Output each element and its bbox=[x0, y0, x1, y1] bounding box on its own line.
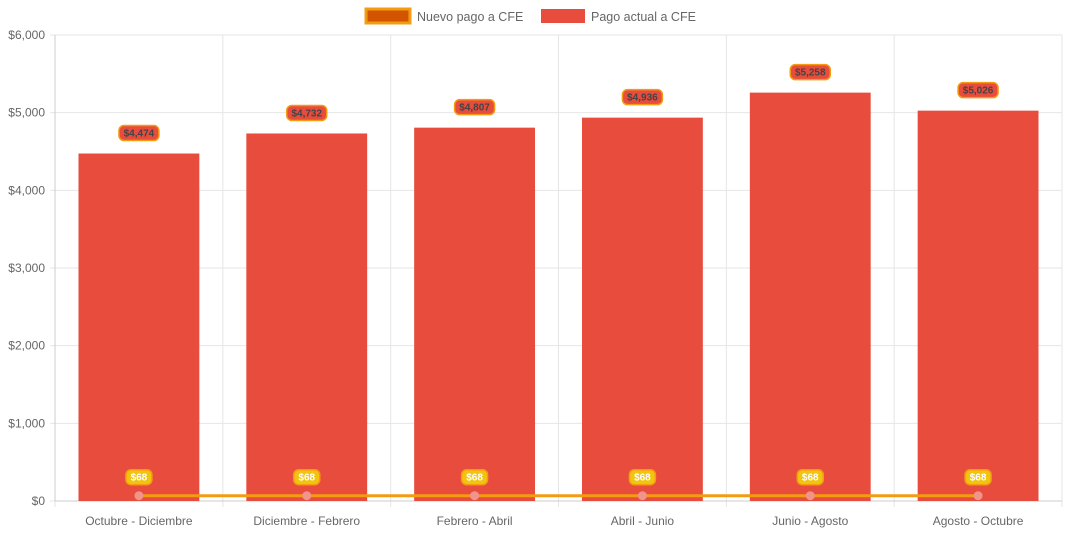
x-axis: Octubre - Diciembre Diciembre - Febrero Fe… bbox=[55, 500, 1062, 528]
bar-label: $5,258 bbox=[795, 68, 826, 79]
line-label: $68 bbox=[298, 473, 315, 484]
line-point bbox=[805, 491, 815, 501]
y-tick-label: $2,000 bbox=[8, 339, 45, 353]
x-tick-label: Junio - Agosto bbox=[772, 514, 848, 528]
line-point bbox=[302, 491, 312, 501]
legend-swatch-nuevo-pago bbox=[364, 7, 412, 25]
y-axis: $0 $1,000 $2,000 $3,000 $4,000 $5,000 $6,000 bbox=[8, 28, 56, 508]
bar-label: $4,732 bbox=[291, 108, 322, 119]
line-point bbox=[637, 491, 647, 501]
legend-label-nuevo-pago: Nuevo pago a CFE bbox=[417, 10, 523, 24]
y-tick-label: $3,000 bbox=[8, 261, 45, 275]
legend-item-pago-actual[interactable]: Pago actual a CFE bbox=[541, 9, 696, 24]
y-tick-label: $1,000 bbox=[8, 416, 45, 430]
y-tick-label: $4,000 bbox=[8, 183, 45, 197]
line-series-nuevo-pago bbox=[134, 491, 983, 501]
line-label: $68 bbox=[802, 473, 819, 484]
line-label-box bbox=[125, 468, 153, 486]
bar-label-box bbox=[286, 104, 328, 122]
y-tick-label: $0 bbox=[32, 494, 46, 508]
line-label-box bbox=[293, 468, 321, 486]
x-tick-label: Diciembre - Febrero bbox=[253, 514, 360, 528]
bar bbox=[78, 153, 200, 501]
x-tick-label: Agosto - Octubre bbox=[933, 514, 1024, 528]
bar-label-box bbox=[789, 63, 831, 81]
line-point bbox=[973, 491, 983, 501]
line-label: $68 bbox=[970, 473, 987, 484]
line-label: $68 bbox=[466, 473, 483, 484]
bar bbox=[581, 117, 703, 502]
line-label-box bbox=[796, 468, 824, 486]
bar-label: $4,936 bbox=[627, 93, 658, 104]
line-point bbox=[134, 491, 144, 501]
legend-swatch-pago-actual bbox=[541, 9, 585, 23]
line-label: $68 bbox=[131, 473, 148, 484]
bar bbox=[749, 92, 871, 502]
bar-data-labels: $4,474 $4,732 $4,807 $4,936 $5,258 $5,026 bbox=[118, 63, 999, 142]
bar-series-pago-actual bbox=[78, 92, 1039, 502]
bar-label-box bbox=[621, 88, 664, 106]
bar bbox=[414, 127, 536, 501]
grid-lines bbox=[50, 34, 1063, 507]
line-label-box bbox=[628, 468, 657, 486]
legend-label-pago-actual: Pago actual a CFE bbox=[591, 10, 696, 24]
line-data-labels: $68 $68 $68 $68 $68 $68 bbox=[125, 468, 992, 486]
legend[interactable]: Nuevo pago a CFE Pago actual a CFE bbox=[364, 7, 696, 25]
line-label-box bbox=[964, 468, 992, 486]
bar-label-box bbox=[453, 98, 496, 116]
bar-label-box bbox=[957, 81, 999, 99]
bar-label-box bbox=[118, 124, 160, 142]
bar-label: $5,026 bbox=[963, 86, 994, 97]
bar bbox=[246, 133, 368, 502]
x-tick-label: Febrero - Abril bbox=[437, 514, 513, 528]
x-tick-label: Octubre - Diciembre bbox=[85, 514, 193, 528]
x-tick-label: Abril - Junio bbox=[611, 514, 675, 528]
bar-label: $4,807 bbox=[459, 103, 490, 114]
line-point bbox=[470, 491, 480, 501]
y-tick-label: $6,000 bbox=[8, 28, 45, 42]
y-tick-label: $5,000 bbox=[8, 106, 45, 120]
line-label: $68 bbox=[634, 473, 651, 484]
bar bbox=[917, 110, 1039, 501]
legend-item-nuevo-pago[interactable]: Nuevo pago a CFE bbox=[364, 7, 523, 25]
bar-label: $4,474 bbox=[124, 129, 155, 140]
line-label-box bbox=[460, 468, 489, 486]
